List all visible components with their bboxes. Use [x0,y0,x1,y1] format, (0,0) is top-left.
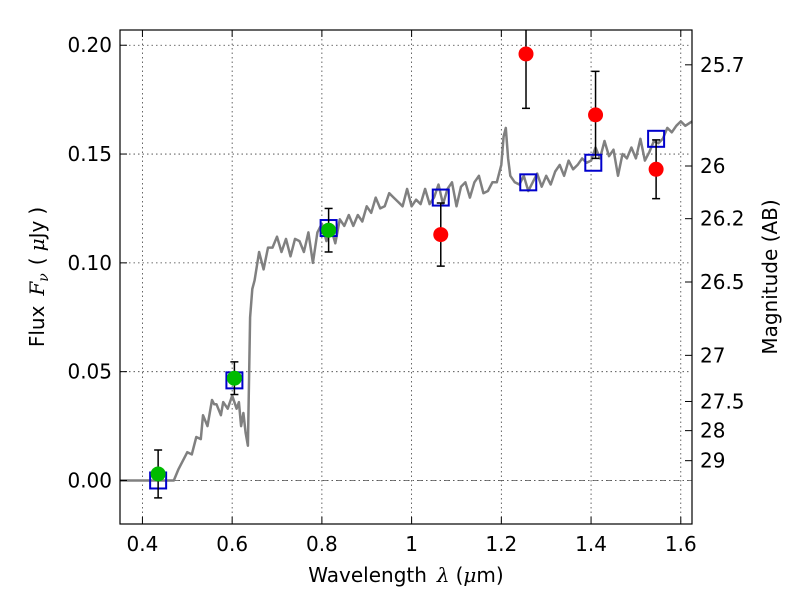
red-point [433,227,449,243]
magnitude-tick-label: 25.7 [700,53,745,77]
red-point [518,46,534,62]
magnitude-tick-label: 26.2 [700,207,745,231]
plot-frame [119,29,693,525]
x-axis-label: Wavelength λ (μm) [308,563,503,587]
y-tick-label: 0.00 [67,468,112,492]
magnitude-tick-label: 28 [700,419,725,443]
magnitude-tick-label: 26 [700,154,725,178]
magnitude-axis-label: Magnitude (AB) [758,199,782,354]
x-tick-label: 1 [405,532,418,556]
x-tick-label: 1.2 [485,532,517,556]
y-tick-label: 0.10 [67,251,112,275]
data-points [150,46,664,482]
x-tick-label: 1.6 [665,532,697,556]
tick-labels: 0.4 0.6 0.8 1 1.2 1.4 1.6 0.00 0.05 0.10 0.15 0.20 2… [67,33,744,556]
y-axis-label: FluxFν(μJy) [25,207,52,347]
x-tick-label: 0.4 [127,532,159,556]
x-tick-label: 0.8 [306,532,338,556]
magnitude-tick-label: 29 [700,449,725,473]
x-tick-label: 1.4 [575,532,607,556]
magnitude-tick-label: 26.5 [700,270,745,294]
y-tick-label: 0.05 [67,360,112,384]
green-point [321,222,337,238]
green-point [226,370,242,386]
magnitude-tick-label: 27 [700,343,725,367]
model-photometry-box [584,153,603,172]
magnitude-tick-label: 27.5 [700,389,745,413]
y-tick-label: 0.20 [67,33,112,57]
model-photometry-box [519,173,538,192]
green-point [150,466,166,482]
red-point [648,161,664,177]
ticks [120,30,692,524]
y-tick-label: 0.15 [67,142,112,166]
x-tick-label: 0.6 [216,532,248,556]
red-point [588,107,604,123]
